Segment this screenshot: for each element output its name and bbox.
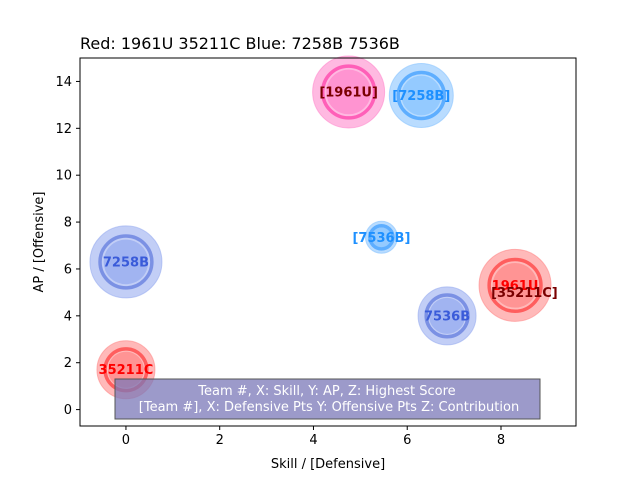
bubble-label: 1961U [492, 279, 539, 294]
bubble-1 [388, 63, 454, 129]
bubble-label: [35211C] [491, 286, 558, 301]
bubble-inner [401, 75, 442, 116]
bubble-label: 7258B [103, 255, 149, 270]
bubble-6 [417, 286, 477, 346]
bubble-ring [320, 64, 377, 120]
plot-frame [79, 57, 577, 427]
y-axis-label: AP / [Offensive] [32, 191, 47, 292]
y-tick-label: 14 [55, 75, 72, 90]
bubble-label: 7536B [424, 309, 470, 324]
bubble-inner [326, 69, 371, 115]
x-tick-label: 2 [216, 433, 224, 448]
y-tick-label: 6 [64, 262, 72, 277]
bubble-2 [364, 220, 398, 254]
y-tick-label: 4 [64, 309, 72, 324]
y-tick-label: 2 [64, 356, 72, 371]
legend-box: Team #, X: Skill, Y: AP, Z: Highest Scor… [114, 378, 541, 420]
x-tick-label: 4 [309, 433, 317, 448]
bubble-ring [396, 70, 447, 121]
bubble-inner [371, 227, 392, 248]
bubble-label: [7536B] [352, 231, 410, 246]
bubble-label: [7258B] [392, 89, 450, 104]
y-axis: 0 2 4 6 8 10 12 14 [55, 75, 80, 418]
bubble-ring [98, 234, 154, 290]
bubble-label: 35211C [99, 363, 154, 378]
bubble-ring [487, 257, 543, 314]
bubble-label: [1961U] [319, 85, 378, 100]
bubbles-layer [89, 55, 552, 400]
bubble-inner [492, 263, 538, 308]
legend-line-2: [Team #], X: Defensive Pts Y: Offensive … [139, 400, 519, 415]
bubble-4 [478, 248, 552, 322]
bubble-0 [312, 55, 386, 129]
y-tick-label: 0 [64, 403, 72, 418]
x-tick-label: 6 [403, 433, 411, 448]
legend-line-1: Team #, X: Skill, Y: AP, Z: Highest Scor… [197, 384, 455, 399]
x-axis: 0 2 4 6 8 [122, 426, 505, 448]
x-tick-label: 0 [122, 433, 130, 448]
legend-background [114, 378, 541, 420]
bubble-inner [103, 239, 149, 285]
x-axis-label: Skill / [Defensive] [271, 457, 385, 472]
bubble-labels-layer: [1961U] [7258B] [7536B] 7258B 1961U[35211C] 7… [99, 85, 558, 378]
bubble-ring [368, 224, 395, 251]
x-tick-label: 8 [497, 433, 505, 448]
y-tick-label: 12 [55, 122, 72, 137]
y-tick-label: 8 [64, 216, 72, 231]
chart-title: Red: 1961U 35211C Blue: 7258B 7536B [80, 34, 400, 53]
bubble-inner [429, 297, 466, 334]
y-tick-label: 10 [55, 169, 72, 184]
bubble-ring [424, 293, 470, 339]
bubble-3 [89, 225, 163, 299]
